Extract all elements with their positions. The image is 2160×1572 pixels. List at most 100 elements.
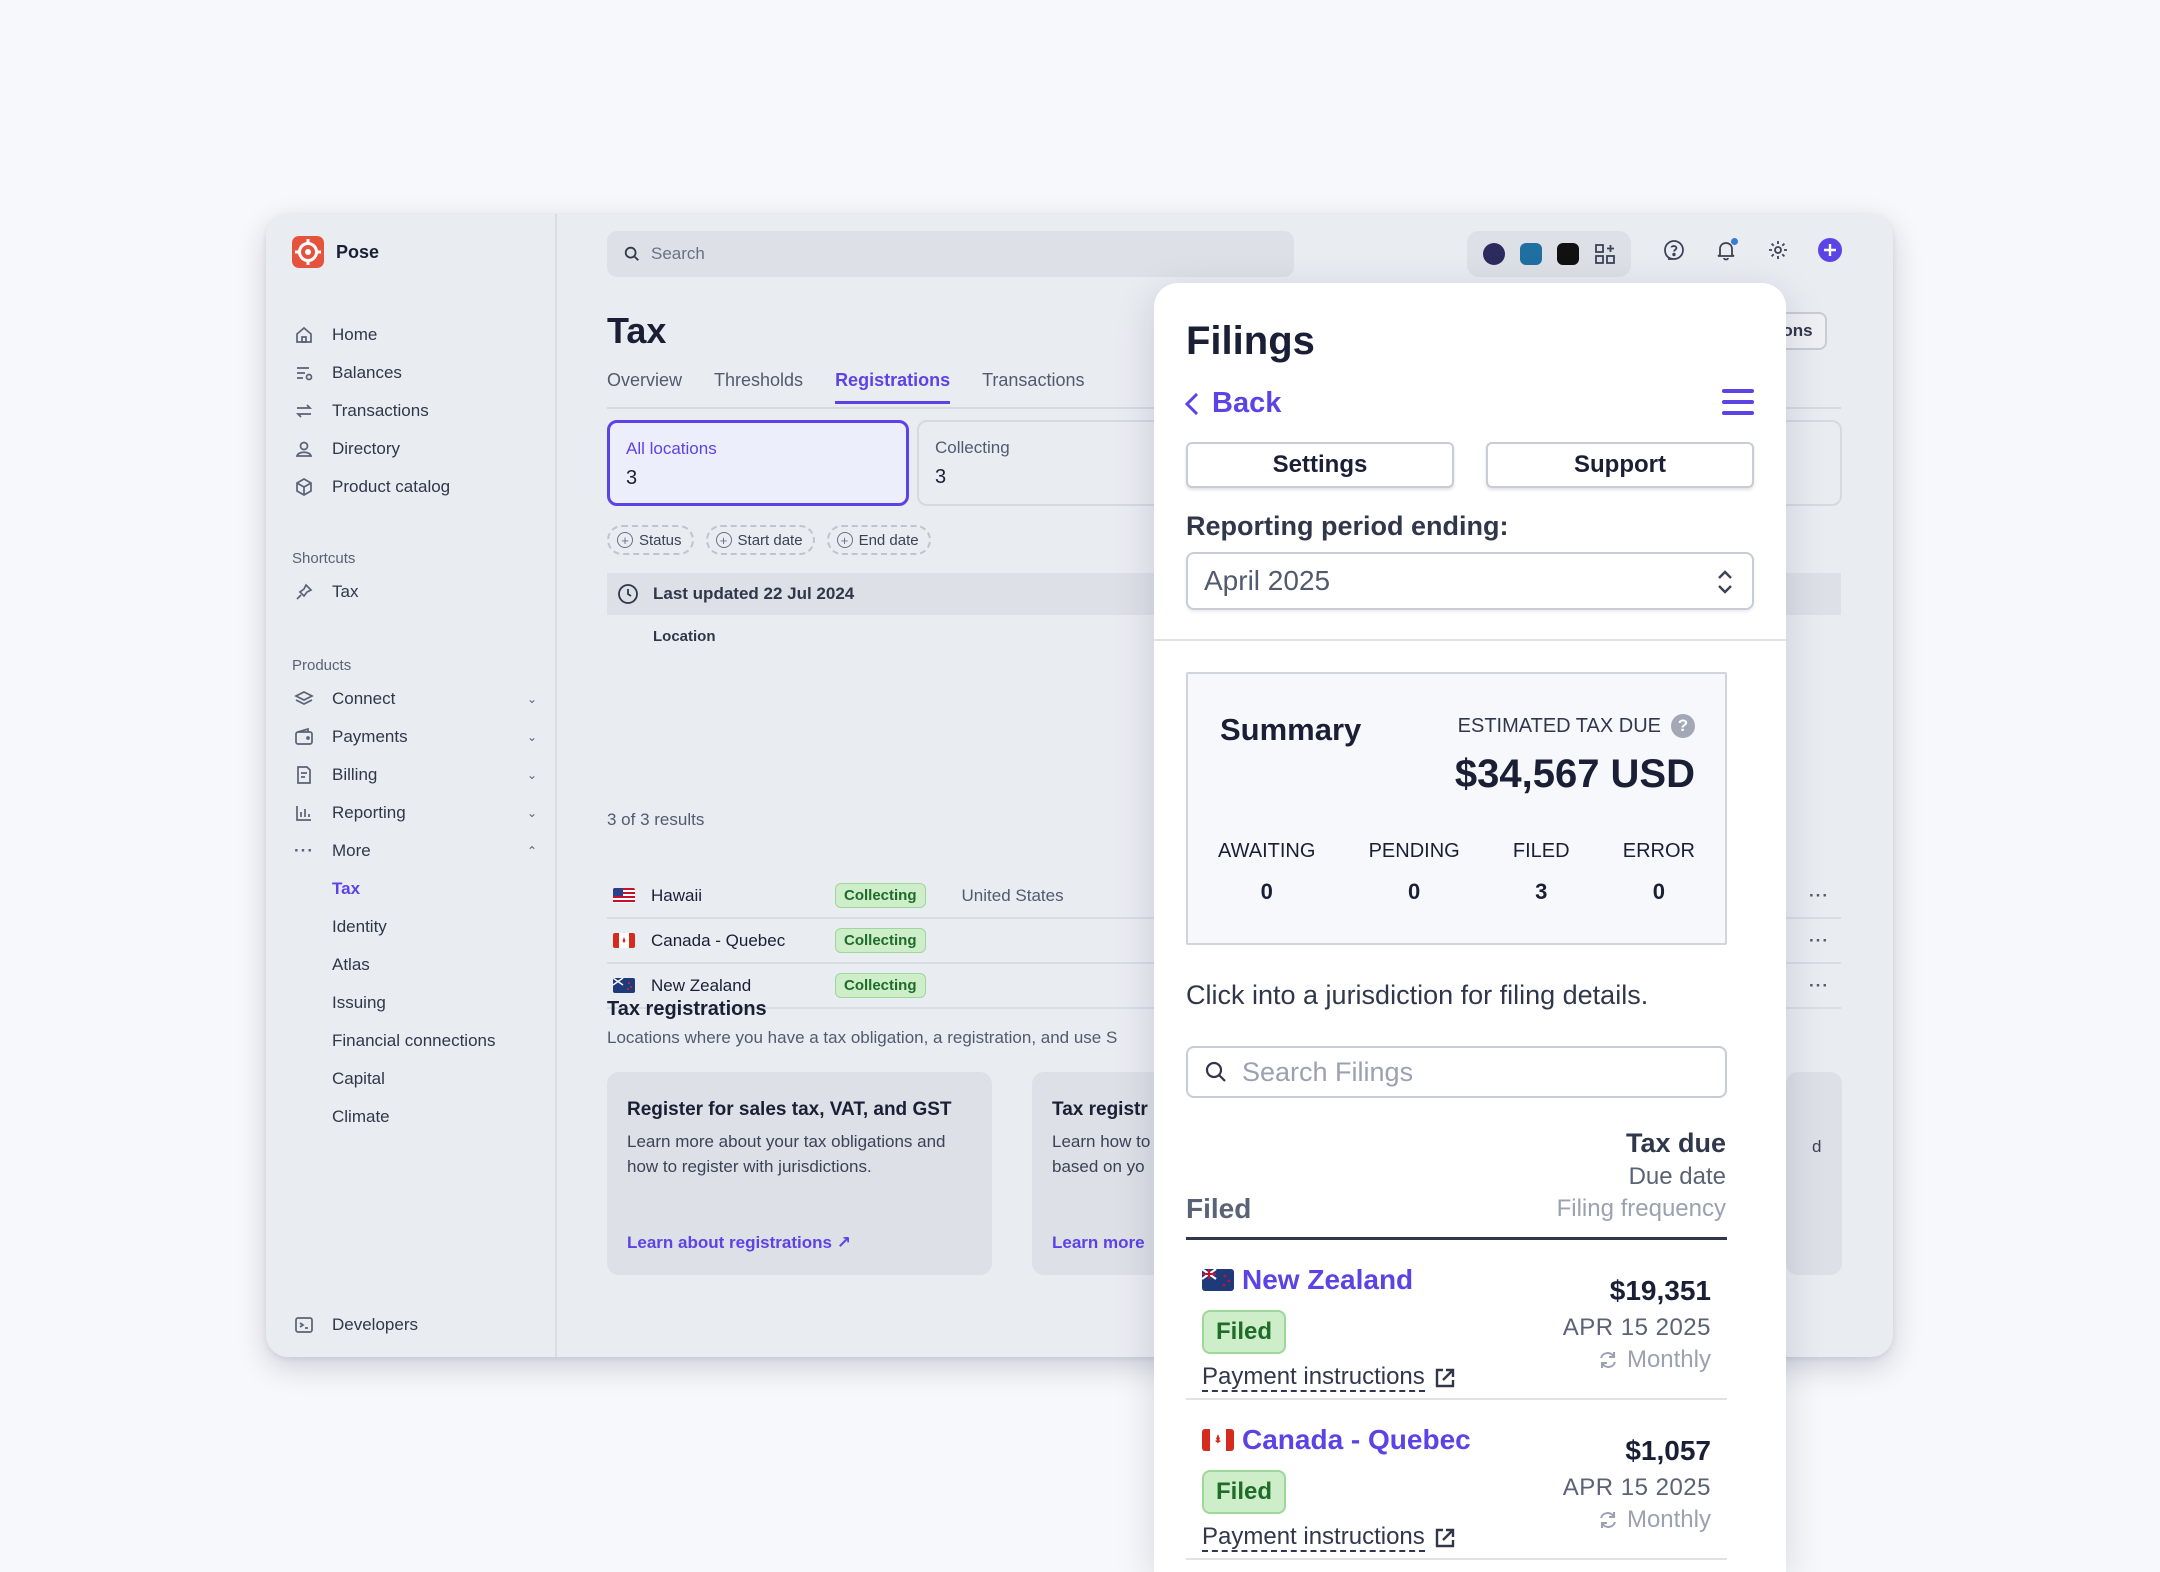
info-card-body: Learn more about your tax obligations an… (627, 1132, 946, 1176)
new-zealand-flag-icon (1202, 1269, 1234, 1291)
info-card-title: Tax registr (1052, 1099, 1148, 1120)
help-question-icon[interactable]: ? (1671, 714, 1695, 738)
app-chip-2-icon[interactable] (1519, 243, 1542, 265)
filing-jurisdiction-link[interactable]: New Zealand (1202, 1264, 1413, 1296)
panel-divider (1154, 639, 1786, 641)
sidebar-item-label: Reporting (332, 803, 406, 822)
filter-status[interactable]: + Status (607, 525, 694, 555)
reporting-period-select[interactable]: April 2025 (1186, 552, 1754, 610)
filing-frequency: Monthly (1597, 1506, 1711, 1534)
info-card-body: d (1812, 1137, 1822, 1156)
sidebar-item-reporting[interactable]: Reporting ⌄ (292, 794, 537, 832)
pose-logo-icon (292, 236, 324, 268)
chevron-down-icon[interactable]: ⌄ (526, 730, 537, 744)
sidebar-item-label: Directory (332, 439, 401, 458)
search-icon (624, 246, 639, 261)
sidebar-item-payments[interactable]: Payments ⌄ (292, 718, 537, 756)
global-search[interactable]: Search (607, 231, 1294, 277)
page-title: Tax (607, 310, 667, 351)
row-overflow-menu-icon[interactable]: ··· (1809, 885, 1829, 905)
filing-frequency-label: Monthly (1626, 1346, 1711, 1373)
tab-thresholds[interactable]: Thresholds (714, 370, 804, 390)
filing-tax-due: $1,057 (1625, 1435, 1711, 1466)
sidebar-subitem-financial-connections[interactable]: Financial connections (292, 1022, 537, 1060)
filter-end-date[interactable]: + End date (826, 525, 931, 555)
jurisdiction-hint: Click into a jurisdiction for filing det… (1186, 980, 1649, 1010)
sidebar-subitem-issuing[interactable]: Issuing (292, 984, 537, 1022)
estimated-tax-amount: $34,567 USD (1454, 752, 1695, 796)
support-button[interactable]: Support (1486, 442, 1754, 488)
person-icon (292, 437, 316, 461)
sidebar-item-balances[interactable]: Balances (292, 354, 537, 392)
filing-row-new-zealand[interactable]: New Zealand Filed Payment instructions $… (1186, 1240, 1727, 1400)
search-placeholder: Search (651, 244, 705, 263)
filings-title: Filings (1186, 319, 1315, 363)
summary-stats: AWAITING 0 PENDING 0 FILED 3 ERROR 0 (1218, 840, 1695, 905)
sidebar-subitem-atlas[interactable]: Atlas (292, 946, 537, 984)
tab-transactions[interactable]: Transactions (982, 370, 1085, 390)
chevron-down-icon[interactable]: ⌄ (526, 806, 537, 820)
sidebar-subitem-identity[interactable]: Identity (292, 908, 537, 946)
payment-instructions-link[interactable]: Payment instructions (1202, 1524, 1457, 1552)
sidebar-item-connect[interactable]: Connect ⌄ (292, 680, 537, 718)
sidebar-item-more[interactable]: ··· More ⌃ (292, 832, 537, 870)
settings-gear-icon[interactable] (1764, 236, 1792, 264)
row-overflow-menu-icon[interactable]: ··· (1809, 930, 1829, 950)
back-button[interactable]: Back (1184, 387, 1281, 420)
app-chip-1-icon[interactable] (1482, 243, 1505, 265)
location-filter-card-all[interactable]: All locations 3 (607, 420, 909, 506)
chevron-up-icon[interactable]: ⌃ (526, 844, 537, 858)
help-icon[interactable] (1660, 236, 1688, 264)
chevron-down-icon[interactable]: ⌄ (526, 692, 537, 706)
sidebar-item-transactions[interactable]: Transactions (292, 392, 537, 430)
tab-registrations[interactable]: Registrations (835, 370, 951, 404)
section-header-filed: Filed (1186, 1193, 1252, 1224)
sidebar-subitem-tax[interactable]: Tax (292, 870, 537, 908)
sidebar-item-directory[interactable]: Directory (292, 430, 537, 468)
sidebar-item-billing[interactable]: Billing ⌄ (292, 756, 537, 794)
app-chip-3-icon[interactable] (1556, 243, 1579, 265)
row-location: Hawaii (651, 885, 703, 905)
column-header-location[interactable]: Location (653, 628, 716, 645)
filing-due-date: APR 15 2025 (1562, 1474, 1711, 1501)
hamburger-menu-icon[interactable] (1722, 389, 1754, 415)
stat-label: ERROR (1622, 840, 1695, 862)
info-card-tax-registration: Tax registr Learn how to based on yo Lea… (1032, 1072, 1172, 1275)
payment-instructions-link[interactable]: Payment instructions (1202, 1364, 1457, 1392)
registrations-title: Tax registrations (607, 998, 767, 1020)
sidebar-subitem-climate[interactable]: Climate (292, 1098, 537, 1136)
sidebar: Pose Home Balances Transactions Director… (266, 214, 557, 1357)
payment-instructions-label: Payment instructions (1202, 1523, 1425, 1552)
filter-start-date[interactable]: + Start date (705, 525, 815, 555)
header-divider (1186, 1237, 1727, 1240)
status-badge: Collecting (835, 883, 926, 908)
filing-jurisdiction-link[interactable]: Canada - Quebec (1202, 1424, 1471, 1456)
settings-button[interactable]: Settings (1186, 442, 1454, 488)
tab-overview[interactable]: Overview (607, 370, 683, 390)
row-overflow-menu-icon[interactable]: ··· (1809, 975, 1829, 995)
apps-grid-icon[interactable] (1594, 243, 1616, 265)
filing-row-canada-quebec[interactable]: Canada - Quebec Filed Payment instructio… (1186, 1400, 1727, 1560)
search-filings-field[interactable] (1186, 1046, 1727, 1098)
learn-about-registrations-link[interactable]: Learn about registrations ↗ (627, 1233, 851, 1253)
sidebar-item-label: Transactions (332, 401, 429, 420)
developers-nav: Developers (292, 1306, 537, 1344)
brand-name: Pose (336, 241, 380, 262)
search-filings-input[interactable] (1242, 1056, 1712, 1088)
box-icon (292, 475, 316, 499)
brand[interactable]: Pose (292, 236, 379, 268)
create-plus-icon[interactable] (1816, 236, 1844, 264)
sidebar-item-developers[interactable]: Developers (292, 1306, 537, 1344)
filings-panel: Filings Back Settings Support Reporting … (1154, 283, 1786, 1572)
chevron-down-icon[interactable]: ⌄ (526, 768, 537, 782)
registrations-subtitle: Locations where you have a tax obligatio… (607, 1028, 1118, 1047)
learn-more-link[interactable]: Learn more (1052, 1233, 1145, 1253)
stat-label: PENDING (1368, 840, 1460, 862)
notifications-bell-icon[interactable] (1712, 236, 1740, 264)
filing-jurisdiction-name: Canada - Quebec (1242, 1424, 1471, 1455)
sidebar-item-product-catalog[interactable]: Product catalog (292, 468, 537, 506)
sidebar-item-shortcut-tax[interactable]: Tax (292, 573, 537, 611)
sidebar-subitem-capital[interactable]: Capital (292, 1060, 537, 1098)
sidebar-item-label: Capital (332, 1069, 385, 1088)
sidebar-item-home[interactable]: Home (292, 316, 537, 354)
